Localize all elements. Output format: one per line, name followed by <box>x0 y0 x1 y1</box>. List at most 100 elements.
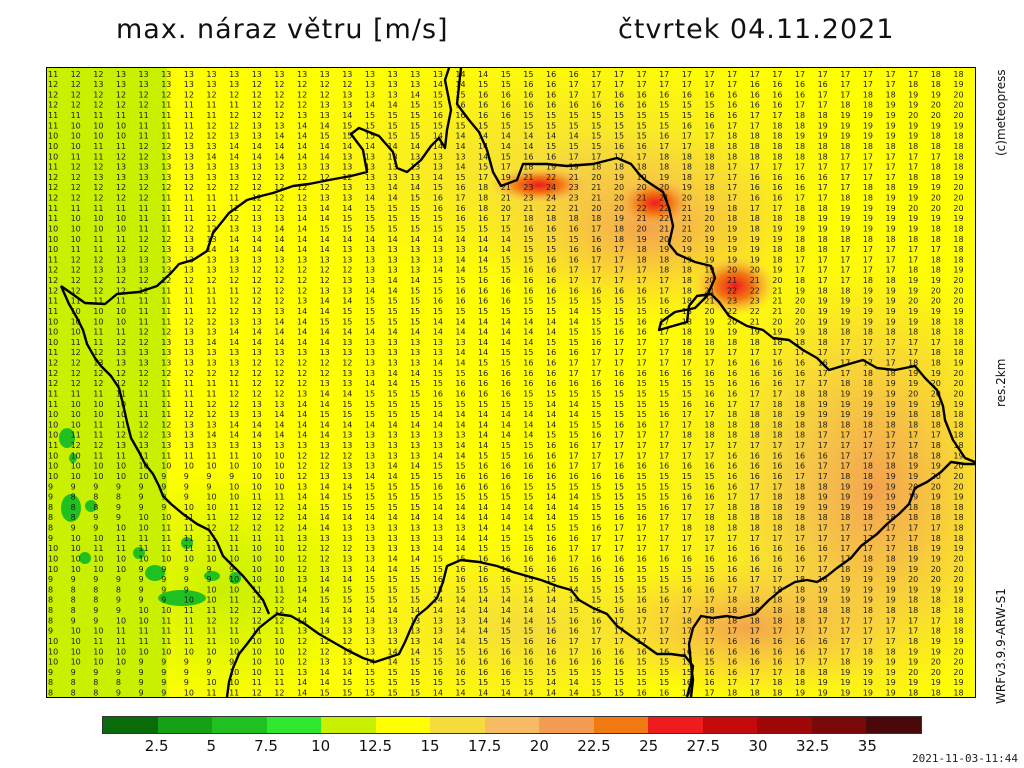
grid-value: 18 <box>818 390 828 399</box>
grid-value: 15 <box>410 493 420 502</box>
grid-value: 14 <box>433 451 443 460</box>
grid-value: 14 <box>274 317 284 326</box>
grid-value: 19 <box>886 565 896 574</box>
grid-value: 13 <box>410 451 420 460</box>
grid-value: 10 <box>93 658 103 667</box>
grid-value: 13 <box>342 152 352 161</box>
grid-value: 11 <box>184 204 194 213</box>
grid-value: 13 <box>365 534 375 543</box>
grid-value: 14 <box>320 431 330 440</box>
grid-value: 13 <box>388 441 398 450</box>
grid-value: 9 <box>206 658 211 667</box>
grid-value: 15 <box>659 379 669 388</box>
grid-value: 10 <box>71 328 81 337</box>
grid-value: 14 <box>388 194 398 203</box>
grid-value: 15 <box>546 668 556 677</box>
grid-value: 11 <box>116 637 126 646</box>
grid-value: 11 <box>48 441 58 450</box>
grid-value: 18 <box>931 689 941 698</box>
grid-value: 18 <box>795 152 805 161</box>
grid-value: 13 <box>342 565 352 574</box>
grid-value: 13 <box>365 524 375 533</box>
grid-value: 16 <box>433 668 443 677</box>
grid-value: 12 <box>206 214 216 223</box>
grid-value: 17 <box>908 255 918 264</box>
grid-value: 21 <box>682 204 692 213</box>
grid-value: 11 <box>93 328 103 337</box>
grid-value: 15 <box>320 225 330 234</box>
grid-value: 10 <box>116 307 126 316</box>
grid-value: 16 <box>704 390 714 399</box>
grid-value: 13 <box>388 80 398 89</box>
grid-value: 10 <box>252 575 262 584</box>
grid-value: 13 <box>93 173 103 182</box>
grid-value: 20 <box>953 390 963 399</box>
grid-value: 12 <box>320 173 330 182</box>
grid-value: 12 <box>320 369 330 378</box>
grid-value: 14 <box>433 132 443 141</box>
grid-value: 19 <box>908 400 918 409</box>
grid-value: 13 <box>320 658 330 667</box>
grid-value: 15 <box>614 689 624 698</box>
grid-value: 16 <box>795 80 805 89</box>
grid-value: 12 <box>184 132 194 141</box>
grid-value: 14 <box>297 235 307 244</box>
grid-value: 19 <box>863 214 873 223</box>
grid-value: 18 <box>908 410 918 419</box>
grid-value: 14 <box>297 493 307 502</box>
grid-value: 9 <box>161 472 166 481</box>
grid-value: 19 <box>840 503 850 512</box>
green-patch-5 <box>79 552 91 564</box>
grid-value: 14 <box>320 338 330 347</box>
grid-value: 13 <box>161 431 171 440</box>
grid-value: 15 <box>637 390 647 399</box>
grid-value: 19 <box>886 668 896 677</box>
grid-value: 14 <box>433 359 443 368</box>
grid-value: 16 <box>727 647 737 656</box>
grid-value: 15 <box>501 225 511 234</box>
grid-value: 13 <box>433 152 443 161</box>
grid-value: 13 <box>365 348 375 357</box>
grid-value: 10 <box>93 132 103 141</box>
grid-value: 14 <box>410 647 420 656</box>
grid-value: 17 <box>840 534 850 543</box>
grid-value: 15 <box>433 183 443 192</box>
grid-value: 17 <box>727 585 737 594</box>
grid-value: 17 <box>659 451 669 460</box>
grid-value: 10 <box>93 647 103 656</box>
grid-value: 11 <box>116 420 126 429</box>
grid-value: 15 <box>523 493 533 502</box>
grid-value: 18 <box>953 524 963 533</box>
grid-value: 15 <box>410 658 420 667</box>
low-southwest-zone <box>77 468 377 697</box>
grid-value: 20 <box>953 183 963 192</box>
scale-tick-label: 35 <box>857 737 877 755</box>
grid-value: 15 <box>410 482 420 491</box>
grid-value: 18 <box>818 204 828 213</box>
grid-value: 9 <box>161 678 166 687</box>
grid-value: 19 <box>953 307 963 316</box>
grid-value: 17 <box>569 637 579 646</box>
grid-value: 11 <box>116 451 126 460</box>
grid-value: 12 <box>297 462 307 471</box>
grid-value: 15 <box>569 328 579 337</box>
grid-value: 20 <box>682 235 692 244</box>
grid-value: 18 <box>478 183 488 192</box>
grid-value: 18 <box>953 348 963 357</box>
grid-value: 13 <box>342 276 352 285</box>
grid-value: 16 <box>750 544 760 553</box>
grid-value: 18 <box>863 513 873 522</box>
grid-value: 20 <box>637 225 647 234</box>
grid-value: 11 <box>71 431 81 440</box>
grid-value: 16 <box>569 534 579 543</box>
scale-swatch-11 <box>648 717 703 733</box>
grid-value: 16 <box>614 555 624 564</box>
grid-value: 18 <box>727 152 737 161</box>
grid-value: 16 <box>523 286 533 295</box>
grid-value: 17 <box>727 194 737 203</box>
grid-value: 16 <box>795 544 805 553</box>
grid-value: 12 <box>229 616 239 625</box>
grid-value: 17 <box>659 637 669 646</box>
grid-value: 13 <box>433 163 443 172</box>
grid-value: 11 <box>116 204 126 213</box>
